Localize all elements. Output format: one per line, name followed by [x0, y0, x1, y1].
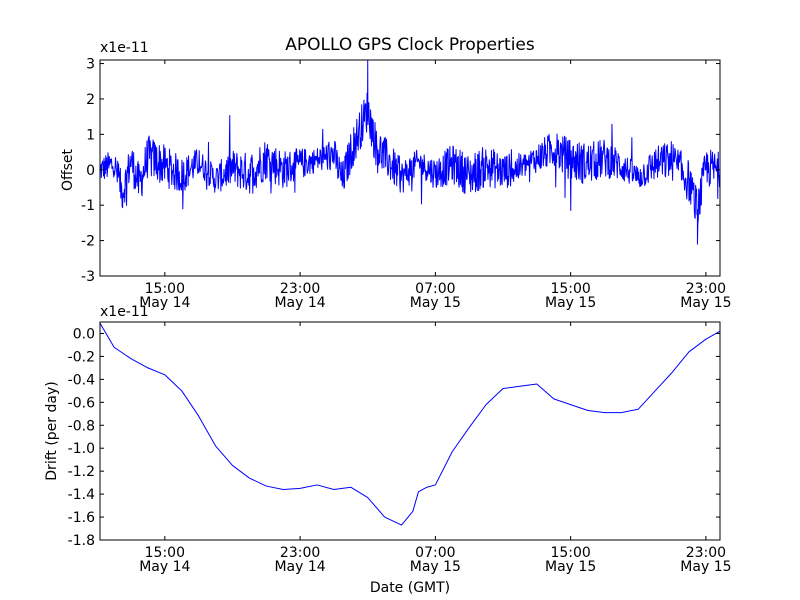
drift-x-tick-time-label: 07:00 — [415, 545, 455, 561]
drift-x-tick-time-label: 23:00 — [686, 545, 726, 561]
drift-series-layer — [99, 322, 721, 526]
offset-x-tick-time-label: 15:00 — [550, 281, 590, 297]
drift-panel: x1e-11 Drift (per day) 0.0 -0.2 -0.4 -0.6 -0… — [44, 304, 732, 596]
offset-x-tick-time-label: 07:00 — [415, 281, 455, 297]
drift-y-tick-label: -0.6 — [68, 395, 95, 411]
offset-y-axis-label: Offset — [60, 148, 76, 191]
offset-x-tick-time-label: 23:00 — [280, 281, 320, 297]
drift-y-tick-label: -1.2 — [68, 464, 95, 480]
offset-y-tick-label: 1 — [86, 127, 95, 143]
drift-y-tick-label: -0.8 — [68, 418, 95, 434]
drift-y-tick-label: -1.4 — [68, 487, 95, 503]
offset-y-multiplier: x1e-11 — [100, 40, 149, 56]
drift-series-line — [99, 322, 721, 526]
offset-x-tick-date-label: May 15 — [680, 295, 731, 311]
drift-x-tick-date-label: May 15 — [410, 559, 461, 575]
chart-title: APOLLO GPS Clock Properties — [285, 35, 535, 55]
drift-x-tick-time-label: 15:00 — [145, 545, 185, 561]
drift-y-tick-label: -1.6 — [68, 510, 95, 526]
offset-plot-frame — [99, 59, 721, 277]
offset-y-tick-label: 0 — [86, 163, 95, 179]
offset-x-tick-time-label: 23:00 — [686, 281, 726, 297]
offset-x-tick-date-label: May 14 — [139, 295, 190, 311]
drift-x-tick-date-label: May 14 — [139, 559, 190, 575]
drift-y-axis-label: Drift (per day) — [44, 381, 60, 480]
offset-y-tick-label: -3 — [81, 269, 95, 285]
drift-y-multiplier: x1e-11 — [100, 304, 149, 320]
drift-x-tick-date-label: May 15 — [680, 559, 731, 575]
drift-x-tick-date-label: May 14 — [274, 559, 325, 575]
offset-x-tick-date-label: May 15 — [545, 295, 596, 311]
drift-y-tick-label: 0.0 — [73, 326, 95, 342]
drift-y-tick-label: -1.8 — [68, 533, 95, 549]
drift-y-tick-label: -0.4 — [68, 372, 95, 388]
drift-x-tick-time-label: 23:00 — [280, 545, 320, 561]
drift-x-axis-label: Date (GMT) — [370, 580, 450, 596]
offset-x-tick-time-label: 15:00 — [145, 281, 185, 297]
drift-x-tick-date-label: May 15 — [545, 559, 596, 575]
offset-y-tick-label: -1 — [81, 198, 95, 214]
offset-y-tick-label: -2 — [81, 234, 95, 250]
offset-y-tick-label: 2 — [86, 92, 95, 108]
offset-y-tick-label: 3 — [86, 57, 95, 73]
offset-x-tick-date-label: May 15 — [410, 295, 461, 311]
drift-ticks-layer: 0.0 -0.2 -0.4 -0.6 -0.8 -1.0 -1.2 -1.4 -1.6 -1.8 1… — [68, 322, 732, 575]
drift-y-tick-label: -1.0 — [68, 441, 95, 457]
offset-x-tick-date-label: May 14 — [274, 295, 325, 311]
drift-plot-frame — [99, 321, 721, 541]
drift-x-tick-time-label: 15:00 — [550, 545, 590, 561]
offset-series-layer — [99, 59, 721, 245]
offset-series-line — [99, 59, 721, 245]
drift-y-tick-label: -0.2 — [68, 349, 95, 365]
